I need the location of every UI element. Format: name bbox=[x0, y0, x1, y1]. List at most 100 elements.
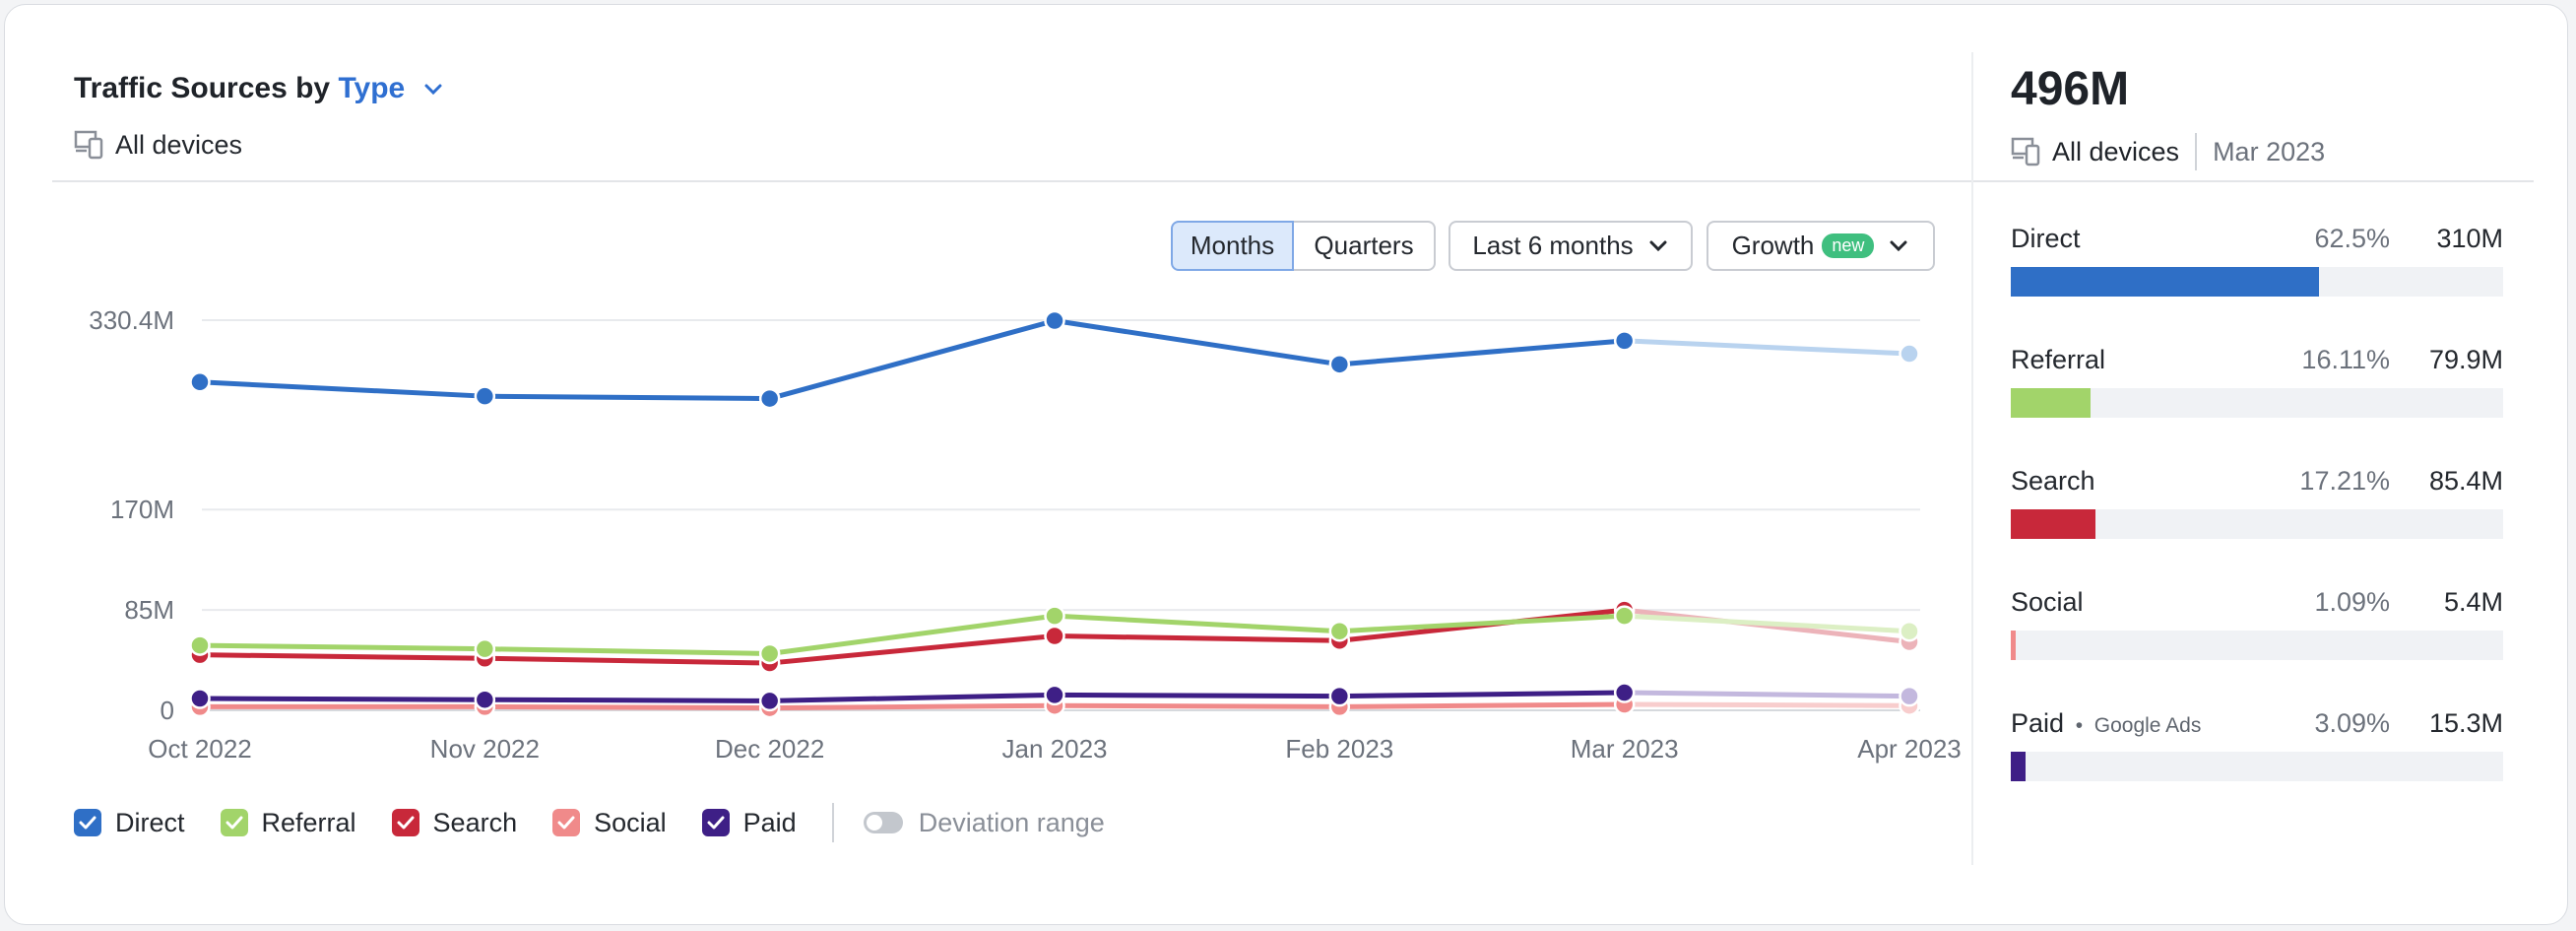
paid-point bbox=[1899, 685, 1920, 707]
summary-devices[interactable]: All devices bbox=[2052, 136, 2180, 166]
devices-filter[interactable]: All devices bbox=[74, 129, 242, 161]
direct-point bbox=[1899, 343, 1920, 365]
direct-point bbox=[189, 371, 211, 393]
search-series-line bbox=[197, 607, 1628, 666]
referral-projected-segment bbox=[1622, 613, 1912, 634]
chart-legend: Direct Referral Search Social Paid Deviation… bbox=[74, 803, 1140, 842]
paid-point bbox=[758, 690, 781, 712]
share-bar-fill bbox=[2011, 509, 2096, 539]
row-value: 310M bbox=[2436, 224, 2503, 253]
header-divider bbox=[52, 180, 2534, 182]
row-name: Search bbox=[2011, 466, 2095, 496]
row-percent: 3.09% bbox=[2314, 708, 2390, 738]
legend-label: Referral bbox=[261, 807, 356, 837]
paid-point bbox=[189, 688, 211, 709]
referral-point bbox=[1899, 620, 1920, 642]
y-tick-label: 170M bbox=[110, 495, 174, 524]
row-name: Direct bbox=[2011, 224, 2081, 253]
legend-label: Search bbox=[432, 807, 518, 837]
legend-item-social[interactable]: Social bbox=[552, 808, 667, 838]
x-tick-label: Jan 2023 bbox=[1002, 734, 1108, 764]
x-tick-label: Apr 2023 bbox=[1857, 734, 1962, 764]
referral-point bbox=[1044, 605, 1065, 627]
legend-item-paid[interactable]: Paid bbox=[701, 807, 797, 838]
y-tick-label: 330.4M bbox=[89, 305, 174, 335]
x-tick-label: Dec 2022 bbox=[715, 734, 824, 764]
devices-label: All devices bbox=[115, 129, 243, 160]
share-bar-fill bbox=[2011, 631, 2017, 660]
share-bar-track bbox=[2011, 509, 2503, 539]
row-name: Referral bbox=[2011, 345, 2106, 374]
months-button[interactable]: Months bbox=[1171, 221, 1294, 271]
row-value: 5.4M bbox=[2443, 587, 2503, 617]
devices-icon bbox=[74, 130, 103, 160]
legend-item-referral[interactable]: Referral bbox=[220, 807, 356, 838]
social-series-line bbox=[197, 701, 1628, 711]
share-bar-track bbox=[2011, 631, 2503, 660]
row-percent: 62.5% bbox=[2314, 224, 2390, 253]
new-badge: new bbox=[1822, 233, 1875, 258]
referral-point bbox=[474, 637, 496, 660]
referral-point bbox=[189, 634, 211, 656]
y-tick-label: 0 bbox=[161, 696, 174, 725]
checkbox-icon bbox=[74, 809, 101, 836]
referral-point bbox=[758, 642, 781, 665]
x-tick-label: Feb 2023 bbox=[1285, 734, 1393, 764]
legend-label: Social bbox=[594, 807, 667, 837]
referral-series-line bbox=[197, 613, 1628, 656]
row-value: 15.3M bbox=[2428, 708, 2503, 738]
paid-point bbox=[1044, 684, 1065, 706]
referral-point bbox=[1613, 605, 1636, 627]
social-projected-segment bbox=[1622, 701, 1912, 708]
direct-point bbox=[1044, 309, 1065, 332]
share-bar-fill bbox=[2011, 267, 2319, 297]
direct-projected-segment bbox=[1622, 338, 1912, 357]
share-bar-track bbox=[2011, 267, 2503, 297]
legend-item-search[interactable]: Search bbox=[391, 807, 518, 838]
row-percent: 16.11% bbox=[2301, 345, 2390, 374]
search-point bbox=[1044, 625, 1065, 647]
range-dropdown[interactable]: Last 6 months bbox=[1449, 221, 1693, 271]
direct-point bbox=[474, 385, 496, 407]
checkbox-icon bbox=[552, 809, 581, 836]
legend-item-direct[interactable]: Direct bbox=[74, 808, 185, 838]
devices-icon bbox=[2011, 137, 2040, 166]
legend-label: Paid bbox=[742, 807, 797, 837]
total-visits: 496M bbox=[2011, 63, 2130, 115]
row-value: 79.9M bbox=[2428, 345, 2503, 374]
checkbox-icon bbox=[220, 809, 248, 836]
panel-divider bbox=[1971, 52, 1973, 865]
deviation-range-toggle[interactable]: Deviation range bbox=[863, 808, 1105, 838]
direct-point bbox=[758, 387, 781, 410]
summary-date: Mar 2023 bbox=[2213, 136, 2326, 166]
direct-point bbox=[1613, 330, 1636, 352]
direct-series-line bbox=[197, 317, 1628, 402]
paid-point bbox=[474, 689, 496, 710]
y-tick-label: 85M bbox=[124, 595, 174, 625]
meta-divider bbox=[2195, 133, 2198, 170]
direct-point bbox=[1328, 354, 1351, 375]
paid-projected-segment bbox=[1622, 690, 1912, 699]
x-tick-label: Oct 2022 bbox=[148, 734, 252, 764]
checkbox-icon bbox=[701, 809, 730, 836]
row-name: Paid • Google Ads bbox=[2011, 708, 2202, 738]
growth-dropdown[interactable]: Growth new bbox=[1707, 221, 1935, 271]
paid-series-line bbox=[197, 690, 1628, 703]
chevron-down-icon bbox=[1890, 240, 1907, 251]
traffic-line-chart: 0 85M 170M 330.4M Oct 2022 Nov 2022 Dec 2022 Ja… bbox=[89, 305, 1962, 764]
chevron-down-icon bbox=[1649, 240, 1667, 251]
checkbox-icon bbox=[391, 809, 419, 836]
summary-meta: All devices Mar 2023 bbox=[2011, 133, 2325, 170]
row-value: 85.4M bbox=[2428, 466, 2503, 496]
legend-divider bbox=[831, 803, 834, 842]
legend-label: Direct bbox=[115, 807, 185, 837]
chevron-down-icon[interactable] bbox=[423, 83, 443, 97]
paid-point bbox=[1328, 685, 1351, 707]
row-percent: 1.09% bbox=[2314, 587, 2390, 617]
x-tick-label: Nov 2022 bbox=[430, 734, 540, 764]
type-dropdown[interactable]: Type bbox=[338, 72, 406, 104]
share-bar-track bbox=[2011, 752, 2503, 781]
quarters-button[interactable]: Quarters bbox=[1294, 221, 1436, 271]
row-percent: 17.21% bbox=[2299, 466, 2390, 496]
share-bar-fill bbox=[2011, 388, 2091, 418]
